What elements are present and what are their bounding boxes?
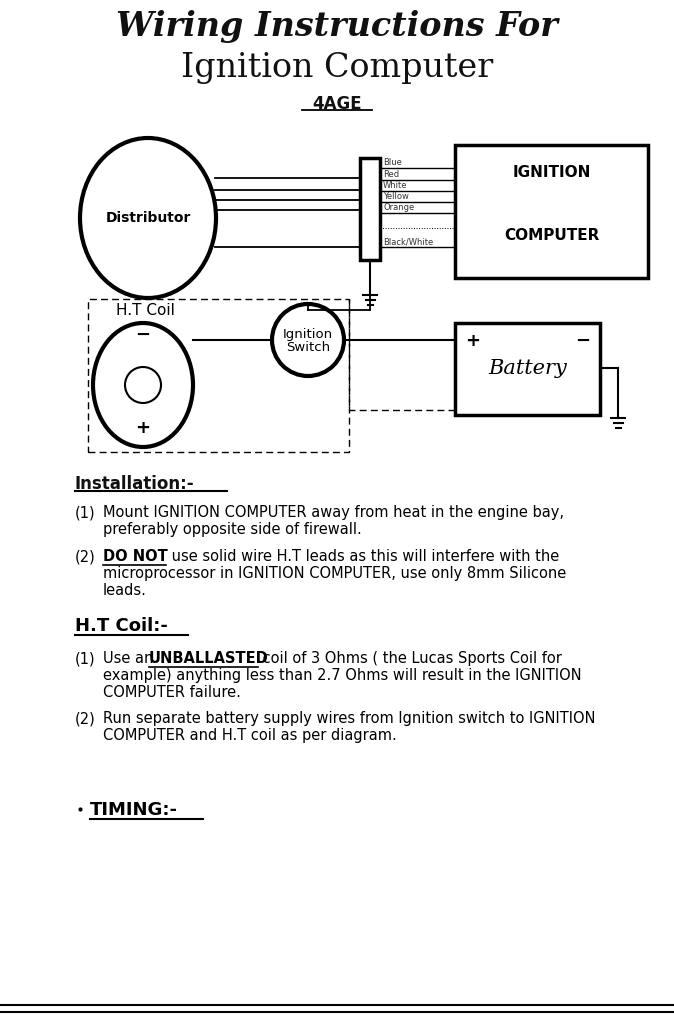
Text: Ignition Computer: Ignition Computer [181,52,493,84]
Text: +: + [135,419,150,437]
Text: Battery: Battery [488,359,567,377]
Text: White: White [383,181,408,190]
Text: example) anything less than 2.7 Ohms will result in the IGNITION: example) anything less than 2.7 Ohms wil… [103,668,582,683]
Text: Wiring Instructions For: Wiring Instructions For [116,10,558,43]
Text: leads.: leads. [103,583,147,598]
Text: +: + [465,332,480,350]
Text: (1): (1) [75,651,96,666]
Bar [88,299,349,452]
Text: (1): (1) [75,505,96,520]
Text: Red: Red [383,170,399,179]
Text: preferably opposite side of firewall.: preferably opposite side of firewall. [103,522,362,537]
Text: H.T Coil: H.T Coil [115,303,175,318]
Text: COMPUTER and H.T coil as per diagram.: COMPUTER and H.T coil as per diagram. [103,728,397,743]
Ellipse shape [80,138,216,298]
Text: COMPUTER: COMPUTER [503,228,599,242]
Text: Distributor: Distributor [105,211,191,225]
Text: H.T Coil:-: H.T Coil:- [75,617,168,635]
Text: (2): (2) [75,549,96,564]
Text: use solid wire H.T leads as this will interfere with the: use solid wire H.T leads as this will in… [167,549,559,564]
Text: UNBALLASTED: UNBALLASTED [149,651,269,666]
Bar [455,145,648,278]
Text: Mount IGNITION COMPUTER away from heat in the engine bay,: Mount IGNITION COMPUTER away from heat i… [103,505,564,520]
Text: DO NOT: DO NOT [103,549,168,564]
Text: Use an: Use an [103,651,158,666]
Text: microprocessor in IGNITION COMPUTER, use only 8mm Silicone: microprocessor in IGNITION COMPUTER, use… [103,566,566,580]
Circle shape [125,367,161,403]
Text: Black/White: Black/White [383,237,433,246]
Text: −: − [135,326,150,344]
Circle shape [272,304,344,376]
Text: Orange: Orange [383,203,415,212]
Text: IGNITION: IGNITION [512,165,590,180]
Text: coil of 3 Ohms ( the Lucas Sports Coil for: coil of 3 Ohms ( the Lucas Sports Coil f… [258,651,562,666]
Bar [360,158,380,260]
Text: −: − [575,332,590,350]
Text: Run separate battery supply wires from Ignition switch to IGNITION: Run separate battery supply wires from I… [103,711,596,726]
Text: Yellow: Yellow [383,192,409,201]
Ellipse shape [93,323,193,447]
Text: Ignition: Ignition [283,327,333,340]
Text: TIMING:-: TIMING:- [90,801,178,819]
Text: 4AGE: 4AGE [312,95,362,113]
Text: Installation:-: Installation:- [75,475,195,493]
Text: Blue: Blue [383,158,402,167]
Bar [455,323,600,415]
Text: (2): (2) [75,711,96,726]
Text: COMPUTER failure.: COMPUTER failure. [103,685,241,700]
Text: Switch: Switch [286,340,330,354]
